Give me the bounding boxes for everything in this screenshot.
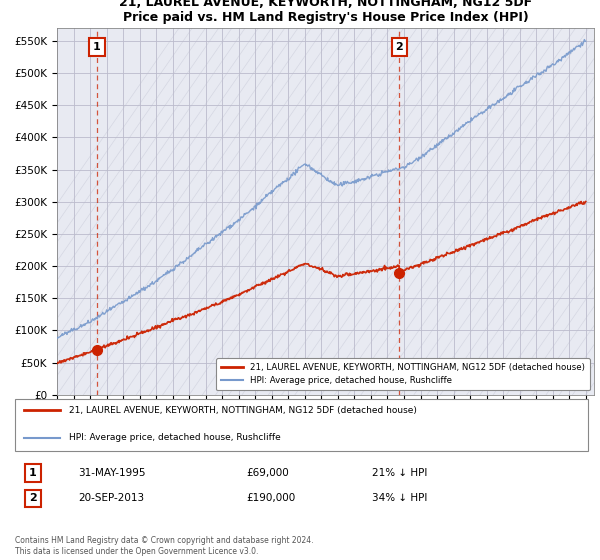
Text: 2: 2 — [395, 43, 403, 52]
Text: HPI: Average price, detached house, Rushcliffe: HPI: Average price, detached house, Rush… — [69, 433, 281, 442]
Text: 1: 1 — [93, 43, 101, 52]
Text: 21, LAUREL AVENUE, KEYWORTH, NOTTINGHAM, NG12 5DF (detached house): 21, LAUREL AVENUE, KEYWORTH, NOTTINGHAM,… — [69, 406, 417, 415]
Text: Contains HM Land Registry data © Crown copyright and database right 2024.
This d: Contains HM Land Registry data © Crown c… — [15, 536, 314, 556]
Legend: 21, LAUREL AVENUE, KEYWORTH, NOTTINGHAM, NG12 5DF (detached house), HPI: Average: 21, LAUREL AVENUE, KEYWORTH, NOTTINGHAM,… — [216, 358, 590, 390]
Title: 21, LAUREL AVENUE, KEYWORTH, NOTTINGHAM, NG12 5DF
Price paid vs. HM Land Registr: 21, LAUREL AVENUE, KEYWORTH, NOTTINGHAM,… — [119, 0, 532, 24]
Text: 20-SEP-2013: 20-SEP-2013 — [78, 493, 144, 503]
Text: £69,000: £69,000 — [246, 468, 289, 478]
Text: 2: 2 — [29, 493, 37, 503]
Text: 31-MAY-1995: 31-MAY-1995 — [78, 468, 146, 478]
Text: 34% ↓ HPI: 34% ↓ HPI — [372, 493, 427, 503]
Text: £190,000: £190,000 — [246, 493, 295, 503]
Text: 21% ↓ HPI: 21% ↓ HPI — [372, 468, 427, 478]
Text: 1: 1 — [29, 468, 37, 478]
